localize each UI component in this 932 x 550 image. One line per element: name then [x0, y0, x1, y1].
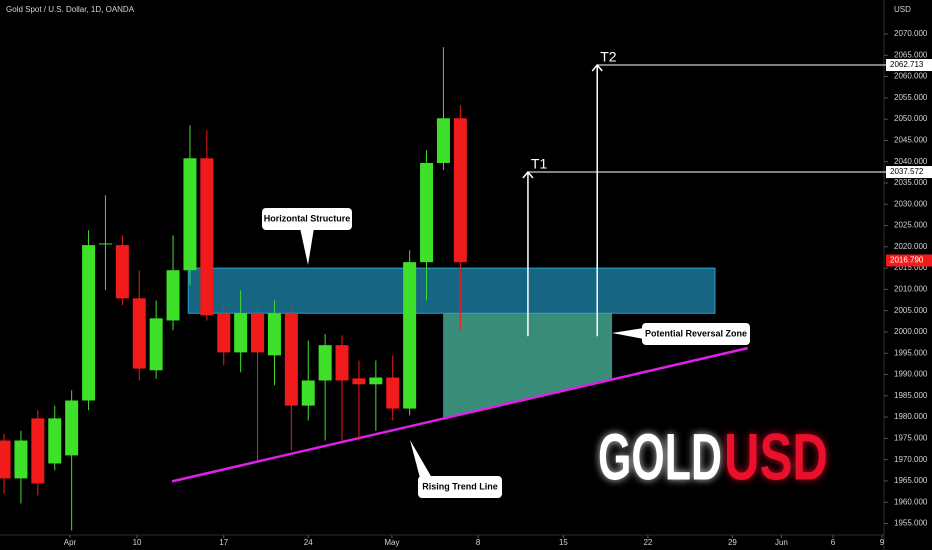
y-tick-label: 2010.000 — [894, 285, 928, 294]
candle-body — [217, 313, 231, 353]
y-tick-label: 2005.000 — [894, 306, 928, 315]
price-tag-label: 2062.713 — [890, 60, 924, 69]
x-tick-label: 29 — [728, 538, 737, 547]
candle-body — [251, 313, 265, 353]
y-tick-label: 2035.000 — [894, 178, 928, 187]
target-label: T1 — [531, 156, 548, 172]
callout-pointer — [612, 328, 644, 339]
candle-body — [31, 418, 45, 484]
price-tag — [886, 166, 932, 179]
y-tick-label: 2060.000 — [894, 72, 928, 81]
candle-body — [234, 313, 248, 353]
candle-body — [352, 378, 366, 385]
candle-body — [436, 118, 450, 163]
candle-body — [386, 377, 400, 409]
y-tick-label: 2050.000 — [894, 114, 928, 123]
chart-title: Gold Spot / U.S. Dollar, 1D, OANDA — [6, 5, 135, 14]
candle-body — [267, 313, 281, 356]
watermark-glow: USD — [724, 419, 828, 493]
x-tick-label: 10 — [133, 538, 142, 547]
y-tick-label: 1995.000 — [894, 348, 928, 357]
y-tick-label: 1970.000 — [894, 455, 928, 464]
trend-line — [171, 346, 748, 483]
x-tick-label: May — [384, 538, 399, 547]
currency-label: USD — [894, 5, 911, 14]
x-tick-label: 8 — [476, 538, 481, 547]
callout-label: Potential Reversal Zone — [645, 328, 747, 338]
y-tick-label: 2045.000 — [894, 136, 928, 145]
x-tick-label: Apr — [64, 538, 77, 547]
reversal-zone — [443, 313, 613, 419]
candle-body — [48, 418, 62, 464]
candle-body — [335, 345, 349, 381]
x-tick-label: 22 — [643, 538, 652, 547]
candle-body — [115, 245, 129, 299]
callout-box — [418, 476, 502, 498]
candle-body — [65, 400, 79, 456]
y-tick-label: 2015.000 — [894, 263, 928, 272]
watermark: GOLD — [598, 419, 722, 493]
y-tick-label: 1990.000 — [894, 370, 928, 379]
horizontal-zone — [187, 267, 716, 314]
candle-body — [183, 158, 197, 271]
y-tick-label: 1965.000 — [894, 476, 928, 485]
candle-body — [301, 380, 315, 406]
callout-pointer — [300, 228, 314, 265]
candle-body — [82, 245, 96, 401]
x-tick-label: 17 — [219, 538, 228, 547]
candle-body — [284, 313, 298, 406]
y-tick-label: 1960.000 — [894, 497, 928, 506]
y-tick-label: 1975.000 — [894, 433, 928, 442]
x-tick-label: 9 — [880, 538, 885, 547]
callout-box — [262, 208, 352, 230]
callout-label: Horizontal Structure — [264, 213, 351, 223]
y-tick-label: 2055.000 — [894, 93, 928, 102]
watermark-glow: GOLD — [598, 419, 722, 493]
callout-pointer — [410, 440, 432, 478]
x-tick-label: 24 — [304, 538, 313, 547]
candle-body — [369, 377, 383, 385]
y-tick-label: 1985.000 — [894, 391, 928, 400]
y-tick-label: 2065.000 — [894, 50, 928, 59]
y-tick-label: 2020.000 — [894, 242, 928, 251]
candle-body — [403, 262, 417, 409]
y-tick-label: 1955.000 — [894, 519, 928, 528]
y-tick-label: 2030.000 — [894, 199, 928, 208]
candle-body — [318, 345, 332, 381]
price-tag — [886, 59, 932, 72]
y-tick-label: 2040.000 — [894, 157, 928, 166]
candle-body — [453, 118, 467, 263]
candle-body — [14, 440, 28, 479]
last-price-label: 2016.790 — [890, 256, 924, 265]
x-tick-label: 15 — [559, 538, 568, 547]
candle-body — [166, 270, 180, 321]
y-tick-label: 2000.000 — [894, 327, 928, 336]
candle-body — [132, 298, 146, 369]
watermark: USD — [724, 419, 828, 493]
candle-body — [420, 162, 434, 263]
y-tick-label: 2070.000 — [894, 29, 928, 38]
last-price-tag — [886, 254, 932, 267]
callout-label: Rising Trend Line — [422, 481, 498, 491]
candle-body — [149, 318, 163, 371]
target-label: T2 — [600, 49, 617, 65]
x-tick-label: 6 — [831, 538, 836, 547]
candle-body — [0, 440, 11, 479]
y-tick-label: 1980.000 — [894, 412, 928, 421]
callout-box — [642, 323, 750, 345]
candle-body — [98, 243, 112, 245]
candle-body — [200, 158, 214, 316]
price-tag-label: 2037.572 — [890, 167, 924, 176]
x-tick-label: Jun — [775, 538, 788, 547]
y-tick-label: 2025.000 — [894, 221, 928, 230]
